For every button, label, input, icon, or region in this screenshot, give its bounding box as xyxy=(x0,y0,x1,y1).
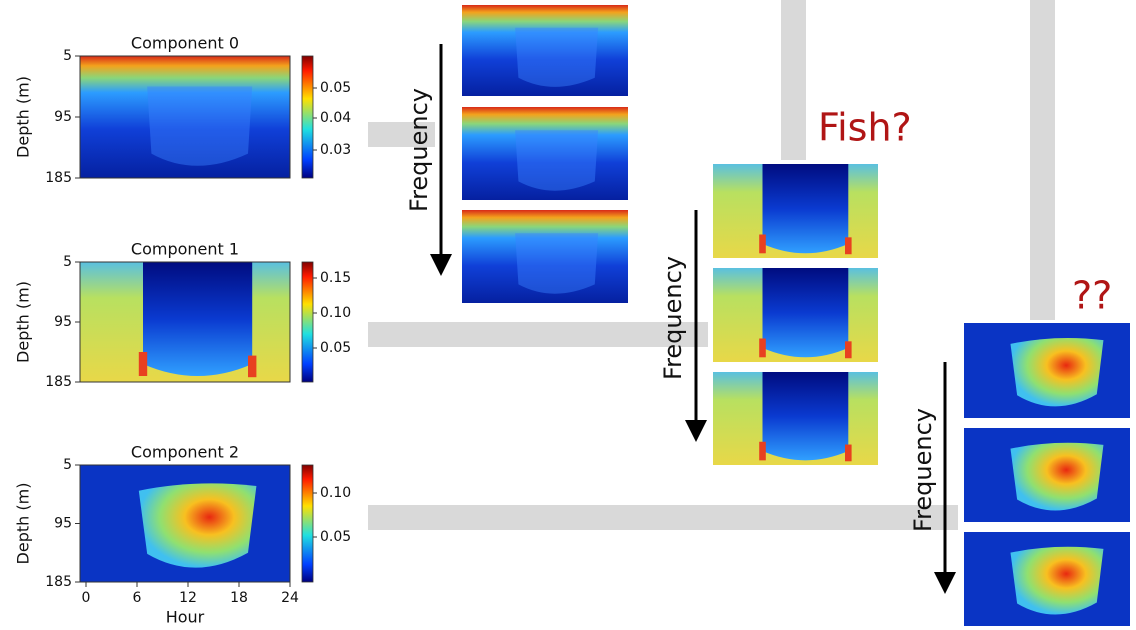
frequency-label: Frequency xyxy=(909,408,937,532)
y-tick-label: 95 xyxy=(54,109,72,125)
frequency-label: Frequency xyxy=(659,256,687,380)
figure: Fish? ?? Component 0595185Depth (m)0.050… xyxy=(0,0,1136,630)
x-tick-label: 6 xyxy=(133,590,142,606)
x-tick-label: 24 xyxy=(281,590,299,606)
fish-annotation: Fish? xyxy=(818,106,912,150)
panel-title: Component 1 xyxy=(131,240,239,259)
x-tick-label: 12 xyxy=(179,590,197,606)
frequency-label: Frequency xyxy=(405,88,433,212)
y-tick-label: 5 xyxy=(63,254,72,270)
colorbar-tick-label: 0.04 xyxy=(320,110,351,126)
colorbar xyxy=(302,465,313,582)
panel-title: Component 2 xyxy=(131,443,239,462)
heatmap xyxy=(80,262,290,382)
y-axis-label: Depth (m) xyxy=(14,76,33,158)
colorbar-tick-label: 0.15 xyxy=(320,270,351,286)
colorbar-tick-label: 0.03 xyxy=(320,142,351,158)
y-axis-label: Depth (m) xyxy=(14,281,33,363)
colorbar-tick-label: 0.05 xyxy=(320,340,351,356)
y-tick-label: 185 xyxy=(45,574,72,590)
x-axis-label: Hour xyxy=(166,608,205,627)
x-tick-label: 18 xyxy=(230,590,248,606)
colorbar-tick-label: 0.05 xyxy=(320,529,351,545)
panel-title: Component 0 xyxy=(131,34,239,53)
colorbar xyxy=(302,262,313,382)
y-tick-label: 185 xyxy=(45,374,72,390)
y-tick-label: 5 xyxy=(63,457,72,473)
x-tick-label: 0 xyxy=(82,590,91,606)
colorbar xyxy=(302,56,313,178)
colorbar-tick-label: 0.10 xyxy=(320,485,351,501)
y-tick-label: 95 xyxy=(54,516,72,532)
colorbar-tick-label: 0.10 xyxy=(320,305,351,321)
colorbar-tick-label: 0.05 xyxy=(320,80,351,96)
y-tick-label: 5 xyxy=(63,48,72,64)
y-axis-label: Depth (m) xyxy=(14,483,33,565)
heatmap xyxy=(80,465,290,582)
y-tick-label: 95 xyxy=(54,314,72,330)
unknown-annotation: ?? xyxy=(1072,274,1112,318)
y-tick-label: 185 xyxy=(45,170,72,186)
heatmap xyxy=(80,56,290,178)
